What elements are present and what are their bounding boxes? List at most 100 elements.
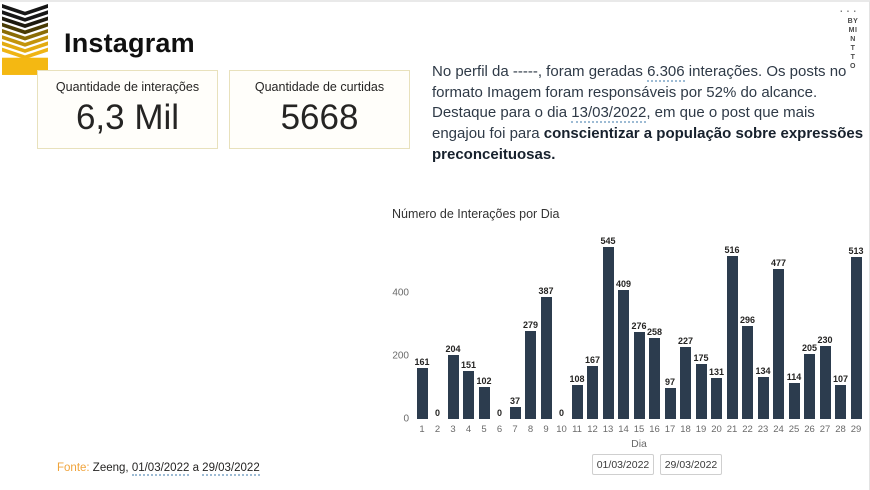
bar-value-label: 107 (832, 374, 849, 384)
x-tick-label: 22 (742, 424, 753, 435)
bar-day-18[interactable]: 227 (678, 336, 693, 419)
bar[interactable] (664, 388, 676, 419)
bar-day-3[interactable]: 204 (445, 344, 461, 419)
bar-value-label: 409 (615, 279, 632, 289)
bar[interactable] (587, 366, 598, 419)
bar[interactable] (788, 383, 800, 419)
bar-value-label: 516 (724, 245, 740, 255)
summary-part3: , em que o post que mais engajou foi par… (432, 104, 815, 143)
x-tick-label: 4 (465, 424, 472, 435)
brand-line: T (850, 54, 856, 62)
bar[interactable] (602, 247, 614, 419)
bar[interactable] (773, 269, 784, 419)
bar[interactable] (742, 326, 753, 419)
bar-value-label: 279 (522, 320, 539, 330)
summary-bold-text: conscientizar a população sobre expressõ… (432, 125, 864, 163)
bar-day-17[interactable]: 97 (664, 377, 676, 419)
bar[interactable] (463, 371, 474, 419)
x-tick-label: 9 (543, 424, 549, 435)
kpi-label: Quantidade de curtidas (254, 80, 385, 94)
bar[interactable] (633, 332, 645, 419)
bar[interactable] (695, 364, 707, 419)
bar-value-label: 205 (801, 343, 818, 353)
brand-chevron-logo-icon (2, 4, 48, 75)
bar[interactable] (618, 290, 629, 419)
bar[interactable] (478, 387, 490, 419)
bar-day-25[interactable]: 114 (787, 372, 801, 419)
bar-day-28[interactable]: 107 (832, 374, 849, 419)
bar-value-label: 108 (569, 374, 585, 384)
bar[interactable] (540, 297, 552, 419)
bar-day-19[interactable]: 175 (693, 353, 709, 419)
bar-day-9[interactable]: 387 (538, 286, 554, 419)
bar[interactable] (804, 354, 815, 419)
bar-day-29[interactable]: 513 (848, 246, 864, 419)
brand-line: O (850, 63, 856, 71)
bar[interactable] (726, 256, 738, 419)
y-tick-label: 200 (392, 350, 409, 362)
bar[interactable] (757, 377, 769, 419)
x-tick-label: 8 (527, 424, 534, 435)
x-tick-label: 29 (850, 424, 862, 435)
bar[interactable] (649, 338, 660, 419)
bar-day-16[interactable]: 258 (646, 327, 663, 419)
bar-value-label: 276 (631, 321, 647, 331)
x-tick-label: 13 (602, 424, 614, 435)
bar-day-14[interactable]: 409 (615, 279, 632, 419)
bar-value-label: 175 (693, 353, 709, 363)
more-options-icon[interactable]: ··· (839, 2, 859, 18)
chart-plot-area: 161 0 204 151 102 0 37 279 387 0 108 167 545 409 276 25… (392, 233, 864, 425)
kpi-card-likes: Quantidade de curtidas 5668 (229, 70, 410, 149)
bar-day-1[interactable]: 161 (414, 357, 430, 419)
bar-day-6[interactable]: 0 (494, 408, 506, 419)
bar[interactable] (447, 355, 459, 419)
bar-value-label: 0 (496, 408, 502, 418)
bar-day-12[interactable]: 167 (585, 355, 600, 419)
bar-day-21[interactable]: 516 (724, 245, 740, 419)
bar-day-8[interactable]: 279 (522, 320, 539, 419)
bar-day-7[interactable]: 37 (509, 396, 521, 419)
bar-day-24[interactable]: 477 (771, 258, 786, 419)
chart-x-axis-title: Dia (631, 438, 647, 450)
bar-day-11[interactable]: 108 (569, 374, 585, 419)
bar[interactable] (711, 378, 722, 419)
summary-text: No perfil da -----, foram geradas 6.306 … (432, 62, 865, 165)
bar-day-4[interactable]: 151 (461, 360, 476, 419)
brand-vertical-wordmark: BY MI N T T O (843, 17, 863, 72)
brand-line: T (850, 45, 856, 53)
bar-day-13[interactable]: 545 (600, 236, 616, 419)
bar-value-label: 204 (445, 344, 461, 354)
x-tick-label: 12 (587, 424, 598, 435)
page-title: Instagram (64, 28, 195, 58)
bar[interactable] (819, 346, 831, 419)
y-tick-label: 400 (392, 287, 409, 299)
bar-day-20[interactable]: 131 (709, 367, 724, 419)
bar-day-2[interactable]: 0 (432, 408, 444, 419)
bar-day-26[interactable]: 205 (801, 343, 818, 419)
x-tick-label: 2 (434, 424, 441, 435)
bar[interactable] (571, 385, 583, 419)
brand-line: MI (848, 27, 858, 35)
bar[interactable] (850, 257, 862, 419)
date-range-end-input[interactable]: 29/03/2022 (660, 454, 722, 475)
bar-value-label: 513 (848, 246, 864, 256)
bar[interactable] (416, 368, 428, 419)
bar-day-22[interactable]: 296 (740, 315, 755, 419)
bar[interactable] (509, 407, 521, 419)
x-tick-label: 25 (788, 424, 800, 435)
bar[interactable] (835, 385, 846, 419)
bar-value-label: 258 (646, 327, 663, 337)
bar-value-label: 230 (817, 335, 833, 345)
chart-bars: 161 0 204 151 102 0 37 279 387 0 108 167 545 409 276 25… (414, 233, 864, 419)
bar[interactable] (525, 331, 536, 419)
x-tick-label: 7 (512, 424, 518, 435)
bar-day-5[interactable]: 102 (476, 376, 492, 419)
bar-day-23[interactable]: 134 (755, 366, 771, 419)
bar-day-10[interactable]: 0 (556, 408, 568, 419)
bar-day-27[interactable]: 230 (817, 335, 833, 419)
bar-day-15[interactable]: 276 (631, 321, 647, 419)
date-range-start-input[interactable]: 01/03/2022 (592, 454, 654, 475)
kpi-value: 6,3 Mil (75, 98, 180, 137)
bar[interactable] (680, 347, 691, 419)
x-tick-label: 11 (572, 424, 582, 435)
